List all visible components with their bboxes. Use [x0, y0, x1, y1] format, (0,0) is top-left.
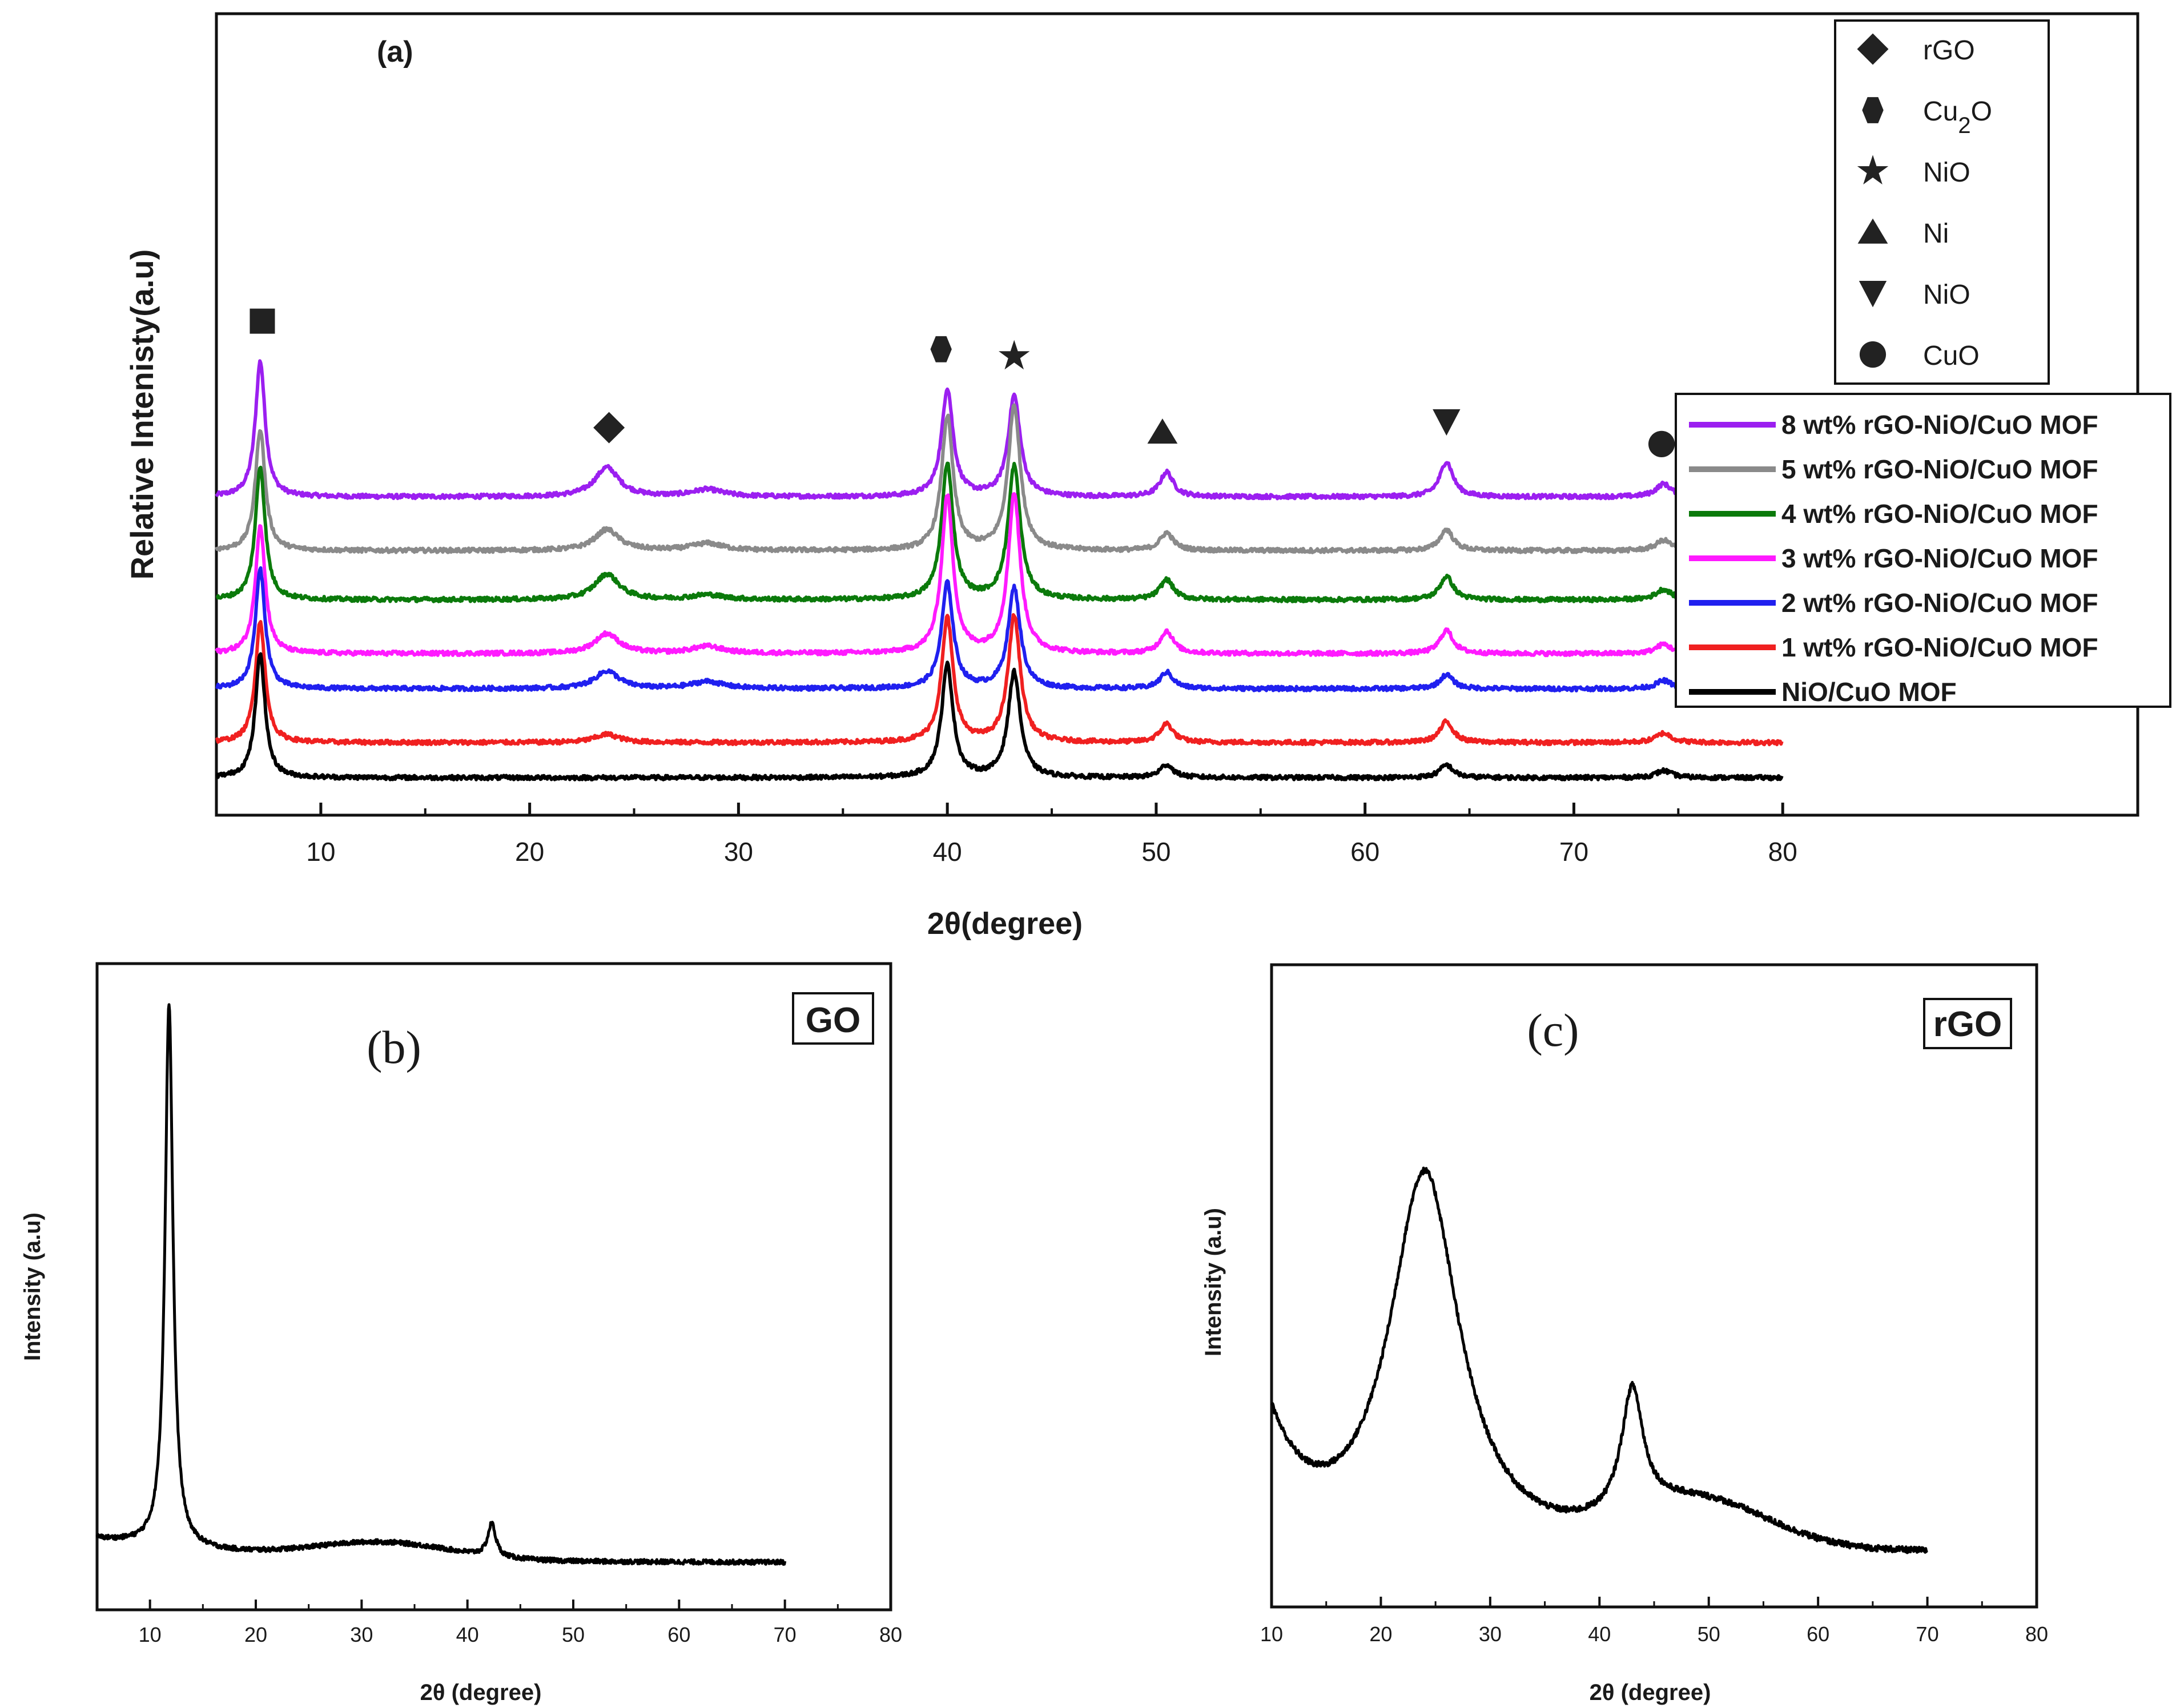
panel-b-y-axis-label: Intensity (a.u)	[20, 1212, 45, 1361]
phase-legend-label: Ni	[1923, 219, 1949, 249]
phase-legend-circle-icon	[1859, 341, 1887, 368]
x-tick-label: 30	[724, 837, 753, 867]
series-line-7	[215, 652, 1784, 782]
x-tick-label: 60	[1807, 1622, 1829, 1646]
panel-a-phase-markers	[250, 308, 1675, 457]
x-tick-label: 40	[1588, 1622, 1611, 1646]
phase-legend: rGO Cu2O NiO Ni NiO CuO	[1834, 19, 2050, 385]
x-tick-label: 70	[774, 1623, 797, 1646]
panel-b-frame	[95, 962, 892, 1612]
phase-legend-star-icon	[1857, 155, 1889, 185]
x-tick-label: 70	[1916, 1622, 1939, 1646]
panel-c-label: (c)	[1527, 1004, 1579, 1056]
go-tag-box	[792, 992, 874, 1045]
series-legend: 8 wt% rGO-NiO/CuO MOF 5 wt% rGO-NiO/CuO M…	[1675, 393, 2171, 708]
phase-legend-label: Cu2O	[1923, 96, 1992, 138]
series-line-3	[215, 461, 1784, 603]
panel-c-x-axis-label: 2θ (degree)	[1590, 1680, 1711, 1705]
panel-a-label: (a)	[377, 35, 413, 69]
phase-marker-diamond	[593, 412, 625, 444]
phase-legend-label: CuO	[1923, 341, 1980, 371]
x-tick-label: 60	[667, 1623, 690, 1646]
panel-b-x-ticks: 10 20 30 40 50 60 70 80	[96, 1600, 902, 1646]
x-tick-label: 20	[1369, 1622, 1392, 1646]
x-tick-label: 60	[1350, 837, 1379, 867]
go-tag: GO	[806, 1001, 860, 1040]
phase-legend-triangle-up-icon	[1857, 218, 1888, 244]
x-tick-label: 10	[306, 837, 335, 867]
x-tick-label: 50	[1698, 1622, 1720, 1646]
series-legend-box	[1675, 393, 2171, 708]
panel-a: 10 20 30 40 50 60 70 80 (a) 2θ(degree) Relative…	[124, 12, 2171, 941]
panel-c-x-ticks: 10 20 30 40 50 60 70 80	[1260, 1597, 2048, 1646]
x-tick-label: 20	[244, 1623, 267, 1646]
x-tick-label: 80	[2025, 1622, 2048, 1646]
phase-legend-diamond-icon	[1857, 33, 1889, 65]
panel-a-y-axis-label: Relative Intenisty(a.u)	[124, 249, 160, 580]
series-legend-label: 2 wt% rGO-NiO/CuO MOF	[1781, 588, 2098, 618]
phase-legend-label: NiO	[1923, 280, 1970, 310]
series-legend-label: NiO/CuO MOF	[1781, 677, 1957, 707]
series-legend-label: 3 wt% rGO-NiO/CuO MOF	[1781, 543, 2098, 573]
panel-c-y-axis-label: Intensity (a.u)	[1201, 1208, 1226, 1356]
phase-legend-hexagon-icon	[1862, 97, 1884, 123]
series-line-5	[215, 566, 1784, 692]
x-tick-label: 80	[879, 1623, 902, 1646]
series-legend-label: 1 wt% rGO-NiO/CuO MOF	[1781, 633, 2098, 662]
panel-b-label: (b)	[367, 1021, 421, 1073]
rgo-xrd-curve	[1270, 1166, 1929, 1554]
series-line-1	[215, 359, 1783, 501]
phase-marker-hexagon	[930, 336, 952, 362]
phase-legend-triangle-down-icon	[1859, 281, 1887, 308]
x-tick-label: 10	[1260, 1622, 1283, 1646]
x-tick-label: 80	[1768, 837, 1797, 867]
phase-legend-label: rGO	[1923, 35, 1975, 66]
series-legend-label: 5 wt% rGO-NiO/CuO MOF	[1781, 454, 2098, 484]
x-tick-label: 40	[933, 837, 962, 867]
x-tick-label: 30	[1479, 1622, 1502, 1646]
go-xrd-curve	[95, 1003, 787, 1566]
x-tick-label: 20	[515, 837, 544, 867]
phase-marker-triangle-down	[1433, 409, 1461, 436]
panel-b-x-axis-label: 2θ (degree)	[420, 1680, 542, 1705]
x-tick-label: 40	[456, 1623, 479, 1646]
series-line-2	[215, 403, 1783, 554]
panel-c: 10 20 30 40 50 60 70 80 (c) rGO 2θ (degree) Int…	[1201, 963, 2048, 1705]
phase-legend-box	[1834, 19, 2050, 385]
rgo-tag: rGO	[1933, 1005, 2002, 1044]
phase-marker-star	[999, 340, 1030, 370]
phase-marker-circle	[1648, 430, 1675, 457]
x-tick-label: 10	[139, 1623, 162, 1646]
x-tick-label: 70	[1559, 837, 1588, 867]
panel-a-x-ticks: 10 20 30 40 50 60 70 80	[215, 803, 1797, 867]
phase-legend-label: NiO	[1923, 158, 1970, 188]
panel-b: 10 20 30 40 50 60 70 80 (b) GO 2θ (degree) Inte…	[20, 962, 902, 1705]
series-legend-label: 8 wt% rGO-NiO/CuO MOF	[1781, 410, 2098, 440]
panel-a-x-axis-label: 2θ(degree)	[927, 907, 1083, 941]
panel-c-frame	[1270, 963, 2038, 1609]
series-legend-label: 4 wt% rGO-NiO/CuO MOF	[1781, 499, 2098, 529]
panel-a-series	[215, 359, 1784, 782]
x-tick-label: 50	[562, 1623, 585, 1646]
series-line-4	[215, 492, 1784, 658]
x-tick-label: 50	[1141, 837, 1171, 867]
x-tick-label: 30	[350, 1623, 373, 1646]
phase-marker-square	[250, 308, 275, 334]
series-line-6	[215, 613, 1784, 747]
phase-marker-triangle-up	[1147, 418, 1178, 444]
rgo-tag-box	[1923, 998, 2012, 1049]
